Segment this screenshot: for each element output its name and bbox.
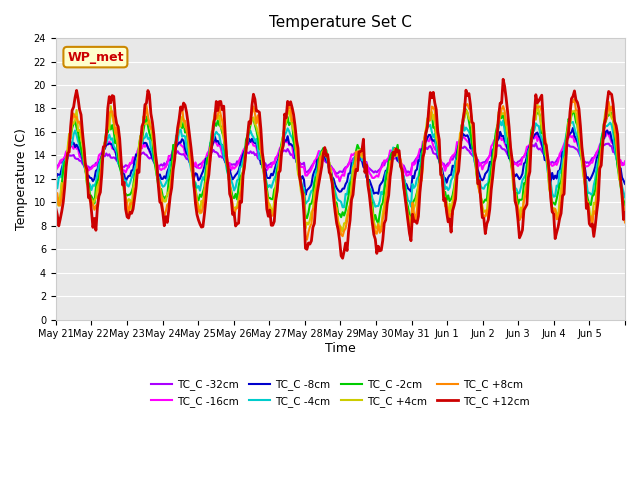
- Line: TC_C -4cm: TC_C -4cm: [56, 120, 625, 207]
- TC_C -16cm: [620, 162, 627, 168]
- Y-axis label: Temperature (C): Temperature (C): [15, 128, 28, 230]
- TC_C +4cm: [534, 101, 541, 107]
- TC_C +8cm: [620, 203, 627, 208]
- TC_C -4cm: [545, 175, 553, 181]
- TC_C +4cm: [339, 228, 346, 234]
- TC_C +8cm: [544, 158, 552, 164]
- TC_C +12cm: [346, 217, 354, 223]
- TC_C -16cm: [544, 155, 552, 161]
- TC_C +8cm: [621, 219, 629, 225]
- TC_C -32cm: [621, 160, 629, 166]
- TC_C +12cm: [459, 117, 467, 122]
- TC_C -4cm: [89, 182, 97, 188]
- TC_C -32cm: [459, 145, 467, 151]
- TC_C -16cm: [346, 157, 354, 163]
- TC_C -2cm: [620, 197, 627, 203]
- Line: TC_C +8cm: TC_C +8cm: [56, 99, 625, 240]
- TC_C -8cm: [620, 178, 627, 183]
- TC_C -4cm: [621, 194, 629, 200]
- TC_C +4cm: [620, 204, 627, 210]
- TC_C -8cm: [301, 192, 309, 198]
- TC_C +4cm: [89, 202, 97, 207]
- TC_C +12cm: [71, 95, 79, 100]
- TC_C -2cm: [459, 120, 467, 126]
- TC_C +12cm: [52, 205, 60, 211]
- TC_C +8cm: [346, 203, 354, 208]
- Legend: TC_C -32cm, TC_C -16cm, TC_C -8cm, TC_C -4cm, TC_C -2cm, TC_C +4cm, TC_C +8cm, T: TC_C -32cm, TC_C -16cm, TC_C -8cm, TC_C …: [147, 375, 534, 411]
- TC_C +4cm: [346, 202, 354, 207]
- TC_C -4cm: [71, 128, 79, 133]
- TC_C +8cm: [303, 237, 311, 242]
- TC_C -8cm: [544, 163, 552, 169]
- TC_C -32cm: [620, 162, 627, 168]
- TC_C -4cm: [459, 121, 467, 127]
- TC_C -32cm: [89, 163, 97, 168]
- TC_C +12cm: [339, 255, 346, 261]
- TC_C -2cm: [462, 107, 470, 112]
- Line: TC_C -8cm: TC_C -8cm: [56, 128, 625, 195]
- TC_C +4cm: [459, 118, 467, 123]
- TC_C -16cm: [52, 168, 60, 173]
- TC_C -2cm: [52, 191, 60, 197]
- TC_C +8cm: [71, 114, 79, 120]
- TC_C -32cm: [52, 163, 60, 169]
- TC_C -2cm: [89, 197, 97, 203]
- TC_C -8cm: [621, 181, 629, 187]
- TC_C -4cm: [499, 118, 507, 123]
- Line: TC_C -2cm: TC_C -2cm: [56, 109, 625, 224]
- TC_C -2cm: [374, 221, 382, 227]
- TC_C -8cm: [346, 170, 354, 176]
- TC_C -16cm: [71, 142, 79, 147]
- TC_C -32cm: [333, 171, 340, 177]
- Line: TC_C -32cm: TC_C -32cm: [56, 144, 625, 174]
- TC_C -4cm: [52, 183, 60, 189]
- TC_C +4cm: [621, 208, 629, 214]
- Line: TC_C -16cm: TC_C -16cm: [56, 130, 625, 181]
- TC_C +12cm: [499, 76, 507, 82]
- TC_C +4cm: [52, 205, 60, 211]
- TC_C -32cm: [545, 159, 553, 165]
- TC_C -4cm: [346, 178, 354, 183]
- TC_C +8cm: [459, 116, 467, 122]
- X-axis label: Time: Time: [325, 342, 356, 355]
- TC_C -2cm: [545, 183, 553, 189]
- TC_C +12cm: [89, 225, 97, 230]
- Line: TC_C +4cm: TC_C +4cm: [56, 104, 625, 231]
- TC_C +4cm: [71, 118, 79, 123]
- Title: Temperature Set C: Temperature Set C: [269, 15, 412, 30]
- TC_C -8cm: [71, 144, 79, 150]
- TC_C -16cm: [604, 127, 611, 133]
- TC_C -16cm: [459, 134, 467, 140]
- TC_C -2cm: [345, 192, 353, 198]
- TC_C -32cm: [532, 141, 540, 146]
- TC_C -8cm: [89, 178, 97, 184]
- TC_C -8cm: [52, 178, 60, 183]
- Text: WP_met: WP_met: [67, 50, 124, 64]
- TC_C +12cm: [545, 168, 553, 174]
- TC_C +8cm: [571, 96, 579, 102]
- TC_C +4cm: [545, 187, 553, 192]
- TC_C -32cm: [346, 159, 354, 165]
- TC_C -16cm: [621, 158, 629, 164]
- TC_C -16cm: [336, 179, 344, 184]
- TC_C +8cm: [89, 202, 97, 207]
- TC_C -2cm: [621, 203, 629, 208]
- TC_C +12cm: [620, 216, 627, 222]
- TC_C -8cm: [459, 131, 467, 137]
- TC_C -2cm: [71, 119, 79, 124]
- TC_C -32cm: [71, 155, 79, 161]
- TC_C -4cm: [620, 189, 627, 195]
- Line: TC_C +12cm: TC_C +12cm: [56, 79, 625, 258]
- TC_C +8cm: [52, 192, 60, 198]
- TC_C -8cm: [569, 125, 577, 131]
- TC_C -16cm: [89, 164, 97, 170]
- TC_C -4cm: [339, 204, 346, 210]
- TC_C +12cm: [621, 210, 629, 216]
